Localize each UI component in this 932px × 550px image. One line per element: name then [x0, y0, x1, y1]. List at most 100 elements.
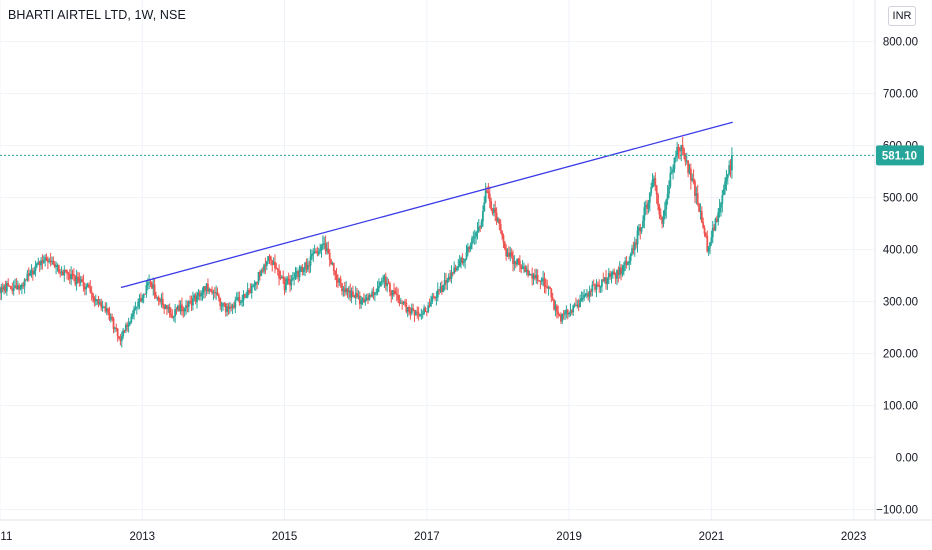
candle-body	[260, 270, 263, 276]
candle-body	[710, 237, 713, 243]
candle-body	[52, 261, 55, 265]
candle-body	[278, 270, 280, 279]
candle-body	[414, 311, 417, 316]
candle-body	[564, 311, 566, 315]
candle-body	[86, 284, 89, 287]
candle-body	[454, 267, 457, 271]
candle-body	[161, 298, 164, 306]
candle-body	[449, 276, 451, 279]
time-axis[interactable]: 2011 2013 2015 2017 2019 2021 2023	[0, 531, 866, 543]
candle-body	[603, 277, 606, 281]
candle-body	[523, 266, 525, 268]
time-tick-label: 2015	[272, 531, 298, 543]
candle-body	[610, 274, 613, 277]
candle-body	[259, 271, 261, 276]
currency-button[interactable]: INR	[888, 6, 916, 26]
candle-body	[33, 270, 36, 275]
candle-body	[282, 276, 285, 279]
candle-body	[445, 280, 447, 283]
candle-body	[473, 236, 476, 238]
candle-body	[140, 298, 142, 302]
candle-body	[285, 283, 287, 291]
candle-body	[150, 282, 153, 289]
candle-body	[720, 203, 722, 208]
candle-body	[367, 297, 369, 301]
candle-body	[60, 271, 63, 273]
candle-body	[549, 287, 551, 289]
candle-body	[405, 302, 408, 312]
candle-body	[453, 267, 456, 274]
candle-body	[665, 199, 668, 210]
candle-body	[676, 147, 679, 157]
candle-body	[153, 284, 156, 295]
candle-body	[669, 172, 672, 187]
candle-body	[661, 217, 664, 224]
candle-body	[134, 307, 137, 309]
candle-body	[92, 293, 94, 298]
candle-body	[290, 279, 293, 286]
candle-body	[68, 274, 71, 280]
candle-body	[7, 283, 10, 286]
candle-body	[558, 314, 561, 316]
candle-body	[640, 227, 643, 232]
candle-body	[450, 272, 453, 279]
candle-body	[471, 238, 473, 245]
candle-body	[491, 209, 494, 214]
time-tick-label: 2021	[699, 531, 725, 543]
candle-body	[157, 297, 160, 301]
candle-body	[36, 263, 38, 266]
price-axis[interactable]: 800.00700.00600.00500.00400.00300.00200.…	[876, 37, 918, 517]
candle-body	[447, 276, 450, 280]
candle-body	[559, 315, 562, 322]
candle-body	[8, 285, 11, 287]
candle-body	[696, 193, 699, 205]
candle-body	[72, 274, 75, 276]
candle-body	[683, 148, 685, 156]
candle-body	[19, 287, 22, 290]
candle-body	[395, 293, 398, 296]
candle-body	[230, 306, 233, 308]
candle-body	[108, 312, 111, 320]
candle-body	[252, 284, 254, 287]
candle-body	[569, 310, 572, 313]
candle-body	[584, 294, 587, 296]
candle-body	[430, 301, 432, 307]
candle-body	[42, 260, 45, 263]
candle-body	[246, 289, 249, 298]
candle-body	[547, 287, 550, 289]
candle-body	[360, 300, 363, 305]
trendline[interactable]	[120, 121, 733, 289]
candle-body	[670, 172, 673, 174]
candle-body	[204, 286, 207, 291]
candle-body	[289, 280, 291, 286]
candle-body	[138, 298, 141, 302]
candle-body	[399, 302, 402, 304]
candle-body	[152, 284, 155, 289]
candle-body	[357, 295, 360, 297]
candle-body	[18, 285, 21, 290]
candle-body	[219, 298, 222, 306]
candle-body	[524, 266, 527, 272]
candle-body	[38, 261, 41, 266]
candle-body	[25, 279, 27, 281]
candle-body	[709, 242, 711, 248]
candle-body	[181, 304, 183, 309]
candle-body	[256, 282, 259, 284]
candle-body	[321, 243, 324, 246]
candle-body	[100, 302, 103, 308]
candle-body	[74, 275, 77, 285]
candle-body	[527, 269, 529, 276]
candle-body	[503, 242, 506, 249]
candle-body	[488, 193, 491, 202]
candle-body	[412, 308, 415, 311]
candle-body	[518, 260, 521, 266]
candle-body	[622, 265, 625, 272]
candle-body	[596, 284, 599, 286]
candle-body	[238, 297, 241, 303]
candle-body	[315, 251, 317, 253]
candle-body	[269, 256, 272, 261]
candle-body	[116, 328, 119, 337]
candle-body	[189, 301, 192, 303]
candle-body	[371, 291, 374, 297]
